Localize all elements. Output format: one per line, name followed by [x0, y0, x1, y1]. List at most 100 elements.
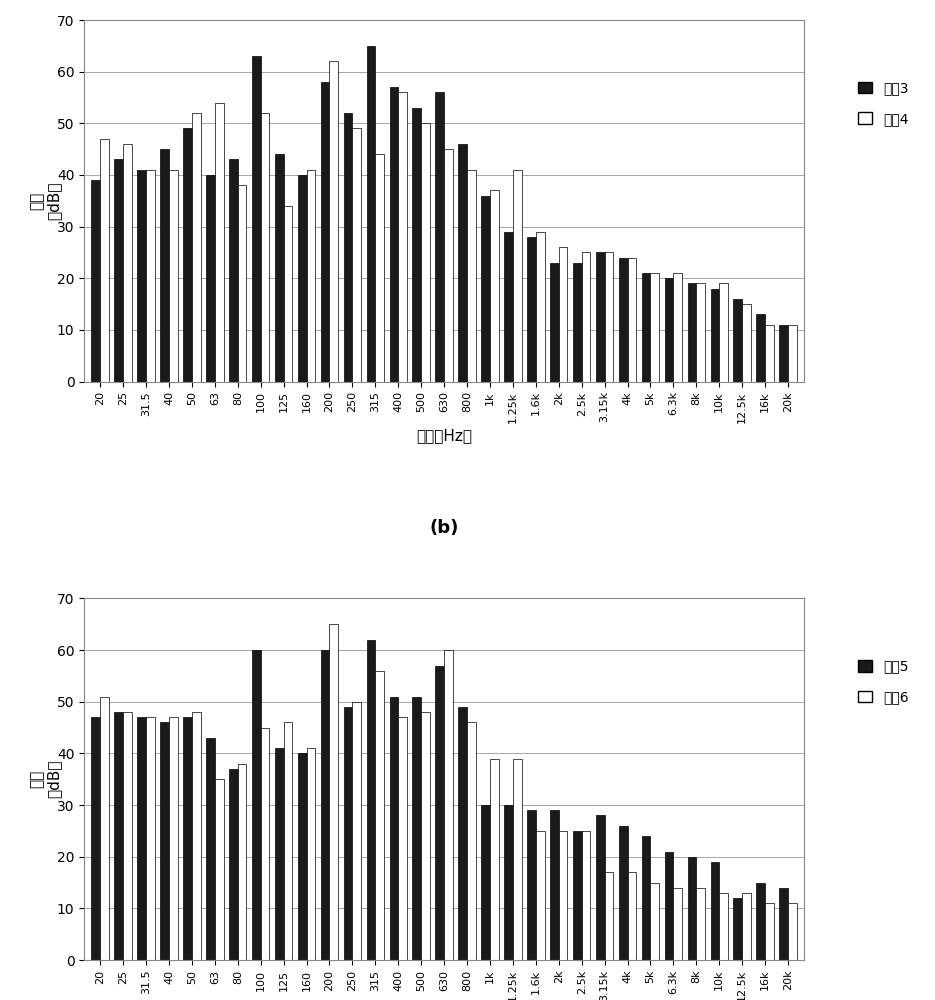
- Bar: [504, 232, 513, 382]
- Legend: 测点3, 测点4: 测点3, 测点4: [858, 81, 909, 126]
- Bar: [206, 738, 215, 960]
- Bar: [765, 903, 774, 960]
- Bar: [719, 893, 728, 960]
- Bar: [390, 697, 398, 960]
- Bar: [536, 232, 544, 382]
- Legend: 测点5, 测点6: 测点5, 测点6: [858, 660, 909, 704]
- Bar: [756, 314, 765, 382]
- Bar: [527, 810, 536, 960]
- Bar: [573, 263, 582, 382]
- Bar: [237, 764, 247, 960]
- Bar: [390, 87, 398, 382]
- Bar: [756, 883, 765, 960]
- Bar: [229, 769, 237, 960]
- Bar: [780, 325, 788, 382]
- Bar: [641, 273, 651, 382]
- Bar: [527, 237, 536, 382]
- Bar: [100, 697, 108, 960]
- Bar: [780, 888, 788, 960]
- Bar: [711, 289, 719, 382]
- Bar: [123, 712, 132, 960]
- Bar: [367, 46, 375, 382]
- Bar: [344, 707, 352, 960]
- Bar: [252, 650, 261, 960]
- Bar: [559, 831, 568, 960]
- Bar: [298, 175, 307, 382]
- Bar: [742, 304, 751, 382]
- Bar: [192, 113, 201, 382]
- Bar: [137, 717, 146, 960]
- Bar: [123, 144, 132, 382]
- Bar: [261, 113, 269, 382]
- Bar: [192, 712, 201, 960]
- Bar: [169, 717, 178, 960]
- Bar: [788, 325, 797, 382]
- Bar: [375, 671, 384, 960]
- Bar: [468, 722, 476, 960]
- Bar: [627, 872, 636, 960]
- Bar: [665, 852, 673, 960]
- Bar: [468, 170, 476, 382]
- Bar: [146, 170, 155, 382]
- Bar: [412, 108, 421, 382]
- Bar: [229, 159, 237, 382]
- Bar: [719, 283, 728, 382]
- Bar: [329, 61, 338, 382]
- Bar: [559, 247, 568, 382]
- Bar: [436, 666, 444, 960]
- Bar: [711, 862, 719, 960]
- Bar: [733, 898, 742, 960]
- Bar: [619, 258, 627, 382]
- Bar: [573, 831, 582, 960]
- Bar: [398, 92, 407, 382]
- Bar: [307, 170, 315, 382]
- Bar: [665, 278, 673, 382]
- Bar: [436, 92, 444, 382]
- Bar: [92, 180, 100, 382]
- Bar: [100, 139, 108, 382]
- Bar: [298, 753, 307, 960]
- Bar: [490, 759, 498, 960]
- Bar: [261, 728, 269, 960]
- Bar: [627, 258, 636, 382]
- Bar: [283, 206, 293, 382]
- Bar: [490, 190, 498, 382]
- Bar: [344, 113, 352, 382]
- Text: (b): (b): [429, 519, 459, 537]
- Bar: [687, 283, 697, 382]
- Bar: [651, 273, 659, 382]
- Bar: [513, 759, 522, 960]
- Bar: [275, 154, 283, 382]
- Bar: [605, 252, 613, 382]
- Bar: [673, 888, 683, 960]
- Y-axis label: 声级
（dB）: 声级 （dB）: [30, 760, 62, 798]
- Bar: [421, 712, 430, 960]
- Bar: [329, 624, 338, 960]
- Bar: [536, 831, 544, 960]
- Bar: [352, 128, 361, 382]
- Bar: [183, 128, 192, 382]
- Bar: [398, 717, 407, 960]
- Bar: [352, 702, 361, 960]
- Y-axis label: 声级
（dB）: 声级 （dB）: [30, 182, 62, 220]
- Bar: [687, 857, 697, 960]
- Bar: [504, 805, 513, 960]
- Bar: [697, 283, 705, 382]
- Bar: [375, 154, 384, 382]
- X-axis label: 频率（Hz）: 频率（Hz）: [416, 428, 472, 443]
- Bar: [673, 273, 683, 382]
- Bar: [550, 810, 559, 960]
- Bar: [458, 707, 468, 960]
- Bar: [307, 748, 315, 960]
- Bar: [458, 144, 468, 382]
- Bar: [114, 712, 123, 960]
- Bar: [275, 748, 283, 960]
- Bar: [321, 650, 329, 960]
- Bar: [215, 103, 223, 382]
- Bar: [765, 325, 774, 382]
- Bar: [92, 717, 100, 960]
- Bar: [482, 805, 490, 960]
- Bar: [237, 185, 247, 382]
- Bar: [137, 170, 146, 382]
- Bar: [252, 56, 261, 382]
